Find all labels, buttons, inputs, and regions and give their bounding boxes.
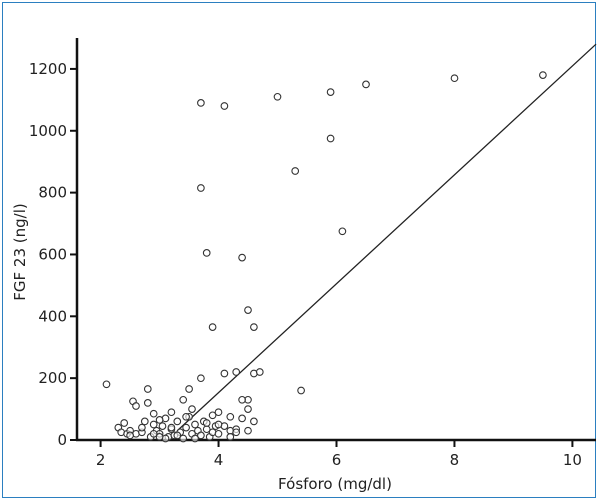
chart-frame [2, 2, 596, 498]
y-axis-title: FGF 23 (ng/l) [11, 203, 29, 300]
labels-layer: 0 200 400 600 800 1000 1200 2 4 6 8 10 [29, 60, 582, 469]
data-point [250, 417, 258, 426]
regression-line [176, 43, 597, 432]
data-point [539, 71, 547, 79]
data-point [338, 227, 347, 236]
data-point [244, 306, 252, 314]
regression-layer [176, 43, 597, 432]
data-point [208, 411, 217, 420]
x-tick-label: 10 [563, 451, 582, 469]
data-point [197, 184, 205, 192]
data-point [191, 434, 199, 443]
data-point [202, 419, 211, 427]
data-point [179, 434, 188, 443]
data-point [173, 417, 182, 426]
data-point [238, 414, 246, 423]
data-point [202, 249, 211, 257]
data-point [197, 374, 205, 383]
y-tick-label: 600 [38, 245, 67, 263]
data-point [155, 433, 164, 441]
data-point [143, 399, 152, 407]
data-point [143, 385, 152, 393]
data-point [226, 433, 235, 441]
data-point [220, 102, 229, 110]
data-point [126, 431, 134, 440]
data-point [188, 405, 196, 413]
data-point [182, 423, 190, 432]
data-point [208, 323, 217, 331]
data-point [132, 402, 140, 410]
data-point [138, 423, 146, 432]
x-axis-title: Fósforo (mg/dl) [278, 475, 392, 493]
x-tick-label: 2 [96, 451, 106, 469]
data-point [155, 416, 164, 424]
data-point [232, 368, 241, 376]
data-point [179, 395, 188, 404]
data-point [214, 408, 223, 417]
y-tick-label: 400 [38, 307, 67, 325]
x-tick-label: 6 [332, 451, 342, 469]
data-point [362, 80, 370, 89]
data-point [214, 429, 223, 438]
data-point [273, 92, 282, 101]
data-point [102, 380, 111, 389]
data-point [197, 99, 205, 107]
data-point [326, 134, 335, 143]
data-point [238, 253, 246, 262]
data-point [220, 369, 229, 378]
data-point [149, 429, 158, 438]
data-point [158, 422, 167, 430]
data-point [173, 431, 182, 440]
data-point [232, 428, 241, 437]
y-tick-label: 800 [38, 184, 67, 202]
data-point [214, 420, 223, 429]
data-point [197, 431, 205, 440]
data-point [167, 408, 176, 417]
data-point [450, 74, 459, 83]
points-layer [102, 71, 547, 443]
data-point [182, 412, 190, 421]
data-point [191, 420, 199, 429]
x-tick-label: 8 [450, 451, 460, 469]
y-tick-label: 0 [57, 431, 67, 449]
data-point [226, 412, 235, 421]
data-point [140, 417, 149, 426]
data-point [244, 405, 252, 413]
data-point [185, 385, 193, 393]
data-point [291, 167, 300, 175]
data-point [326, 88, 335, 96]
data-point [120, 419, 129, 427]
y-tick-label: 200 [38, 369, 67, 387]
y-tick-label: 1000 [29, 122, 67, 140]
data-point [255, 368, 264, 376]
data-point [149, 420, 158, 429]
data-point [250, 323, 258, 331]
data-point [238, 395, 246, 404]
data-point [297, 386, 305, 395]
data-point [244, 426, 252, 435]
data-point [167, 423, 176, 432]
data-point [149, 409, 158, 418]
y-tick-label: 1200 [29, 60, 67, 78]
x-tick-label: 4 [214, 451, 224, 469]
